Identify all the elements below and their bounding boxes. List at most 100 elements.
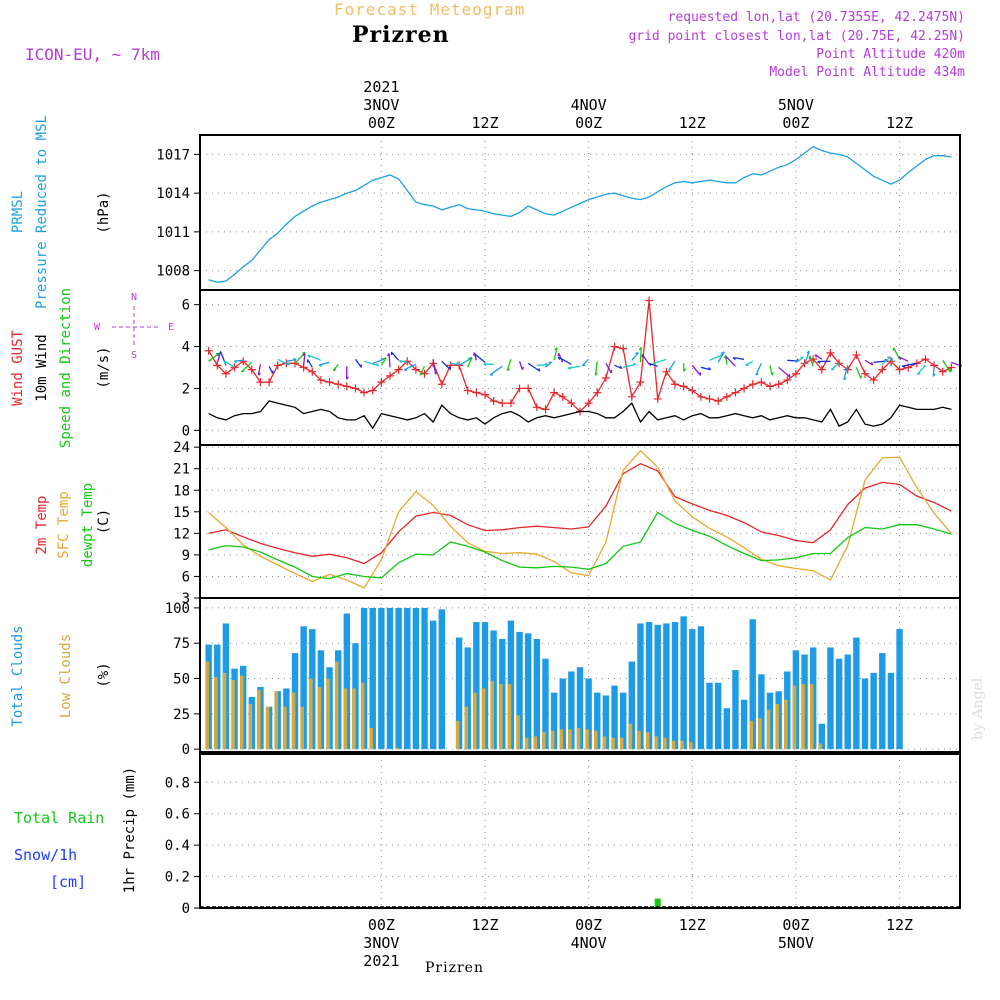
wind-direction-arrow	[474, 353, 486, 363]
wind-gust-marker	[334, 380, 343, 389]
wind-direction-arrow	[809, 355, 814, 367]
wind-gust-marker	[748, 380, 757, 389]
bar-total-clouds	[576, 667, 584, 750]
wind-direction-arrowhead	[901, 365, 906, 368]
wind-gust-marker	[342, 382, 351, 391]
compass-north: N	[131, 292, 137, 303]
wind-direction-arrow	[631, 352, 639, 361]
wind-direction-arrow	[318, 361, 330, 366]
wind-gust-marker	[740, 384, 749, 393]
wind-direction-arrowhead	[380, 357, 385, 360]
wind-direction-arrowhead	[398, 360, 402, 364]
wind-gust-marker	[273, 361, 282, 370]
wind-gust-marker	[938, 367, 947, 376]
wind-direction-arrowhead	[723, 355, 727, 359]
wind-gust-marker	[489, 397, 498, 406]
wind-direction-arrowhead	[898, 356, 902, 360]
wind-gust-marker	[636, 378, 645, 387]
bar-total-clouds	[853, 637, 860, 750]
bar-low-clouds	[516, 715, 520, 750]
wind-gust-marker	[524, 384, 533, 393]
wind-direction-arrowhead	[755, 373, 759, 376]
bar-total-clouds	[300, 626, 307, 750]
bar-low-clouds	[689, 742, 693, 750]
wind-gust-marker	[377, 378, 386, 387]
compass-west: W	[94, 322, 101, 333]
bar-low-clouds	[628, 723, 633, 750]
wind-gust-marker	[774, 380, 783, 389]
bar-total-clouds	[360, 607, 368, 750]
wind-direction-arrow	[536, 364, 548, 366]
time-tick-top-label: 00Z	[575, 114, 602, 132]
y-tick-label: 50	[173, 672, 190, 688]
panel-border	[199, 289, 961, 446]
wind-direction-arrow	[506, 359, 512, 371]
wind-direction-arrow	[843, 365, 849, 380]
bar-total-clouds	[343, 613, 351, 750]
wind-direction-arrow	[864, 359, 874, 366]
wind-direction-arrow	[216, 353, 221, 364]
wind-direction-arrowhead	[223, 360, 227, 364]
wind-gust-marker	[506, 399, 515, 408]
wind-direction-arrow	[641, 353, 650, 365]
bar-total-clouds	[395, 607, 402, 750]
precip-ylabel: 1hr Precip (mm)	[122, 767, 138, 893]
wind-direction-arrow	[388, 353, 391, 368]
wind-gust-marker	[878, 365, 887, 374]
wind-direction-arrow	[380, 357, 387, 366]
wind-direction-arrow	[467, 356, 473, 368]
wind-direction-arrowhead	[932, 373, 936, 377]
bar-low-clouds	[222, 672, 227, 750]
wind-gust-marker	[325, 378, 334, 387]
bar-low-clouds	[300, 706, 304, 750]
wind-direction-arrowhead	[806, 350, 810, 354]
wind-gust-marker	[757, 378, 766, 387]
wind-direction-arrowhead	[233, 360, 238, 364]
t2m-line	[208, 462, 952, 565]
wind-gust-marker	[584, 399, 593, 408]
bar-total-clouds	[870, 672, 877, 750]
wind-gust-marker	[679, 382, 688, 391]
time-tick-top-label: 12Z	[679, 114, 706, 132]
wind10m-line	[208, 400, 952, 430]
panel-temperature: 3 6 9 12 15 18 21 24 (C)	[96, 440, 961, 607]
y-tick-label: 100	[165, 601, 190, 617]
rain-title: Total Rain	[14, 809, 104, 827]
year-label-top: 2021	[363, 78, 399, 96]
wind-gust-marker	[696, 392, 705, 401]
time-tick-top-label: 00Z	[368, 114, 395, 132]
wind-gust-marker	[645, 296, 654, 305]
panel-border	[199, 753, 961, 909]
total-clouds-title: Total Clouds	[10, 625, 26, 726]
wind-gust-marker	[619, 344, 628, 353]
grid-point: grid point closest lon,lat (20.75E, 42.2…	[628, 29, 965, 44]
wind-direction-arrowhead	[788, 374, 791, 378]
prmsl-title: PRMSL	[10, 191, 26, 233]
product-title: Forecast Meteogram	[334, 0, 526, 19]
wind-direction-arrowhead	[582, 364, 586, 367]
time-tick-top-label: 12Z	[886, 114, 913, 132]
wind-direction-arrow	[527, 362, 541, 372]
bar-low-clouds	[594, 730, 598, 750]
wind-gust-marker	[291, 359, 299, 368]
y-tick-label: 0.2	[165, 870, 190, 886]
wind-direction-arrowhead	[333, 369, 337, 372]
bar-total-clouds	[559, 678, 566, 750]
wind-direction-arrow	[568, 365, 581, 369]
bar-total-clouds	[879, 653, 886, 750]
wind-gust-marker	[532, 403, 541, 412]
bar-total-clouds	[663, 623, 670, 750]
wind-gust-marker	[627, 392, 636, 401]
wind-direction-arrow	[518, 361, 524, 371]
bar-total-clouds	[706, 682, 713, 750]
wind-direction-arrowhead	[635, 352, 639, 355]
wind-direction-arrow	[257, 364, 262, 376]
wind-direction-arrowhead	[449, 366, 452, 370]
bar-total-clouds	[680, 616, 687, 750]
wind-direction-arrowhead	[346, 376, 349, 380]
location-title: Prizren	[352, 22, 450, 48]
time-tick-top-date: 5NOV	[778, 96, 814, 114]
bar-low-clouds	[239, 675, 244, 750]
wind-direction-arrow	[390, 351, 400, 361]
y-tick-label: 15	[173, 505, 190, 521]
